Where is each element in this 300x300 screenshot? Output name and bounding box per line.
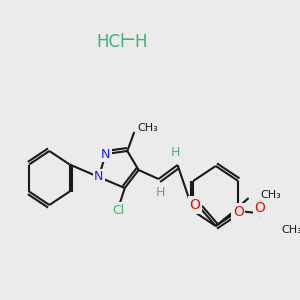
Text: Cl: Cl: [112, 203, 125, 217]
Text: CH₃: CH₃: [261, 190, 281, 200]
Text: H: H: [156, 185, 165, 199]
Text: −: −: [120, 31, 136, 50]
Text: O: O: [254, 201, 265, 215]
Text: HCl: HCl: [97, 33, 125, 51]
Text: H: H: [134, 33, 147, 51]
Text: O: O: [190, 198, 200, 212]
Text: N: N: [94, 170, 104, 184]
Text: O: O: [233, 205, 244, 219]
Text: H: H: [171, 146, 181, 160]
Text: N: N: [101, 148, 110, 160]
Text: CH₃: CH₃: [281, 225, 300, 235]
Text: CH₃: CH₃: [138, 123, 158, 133]
